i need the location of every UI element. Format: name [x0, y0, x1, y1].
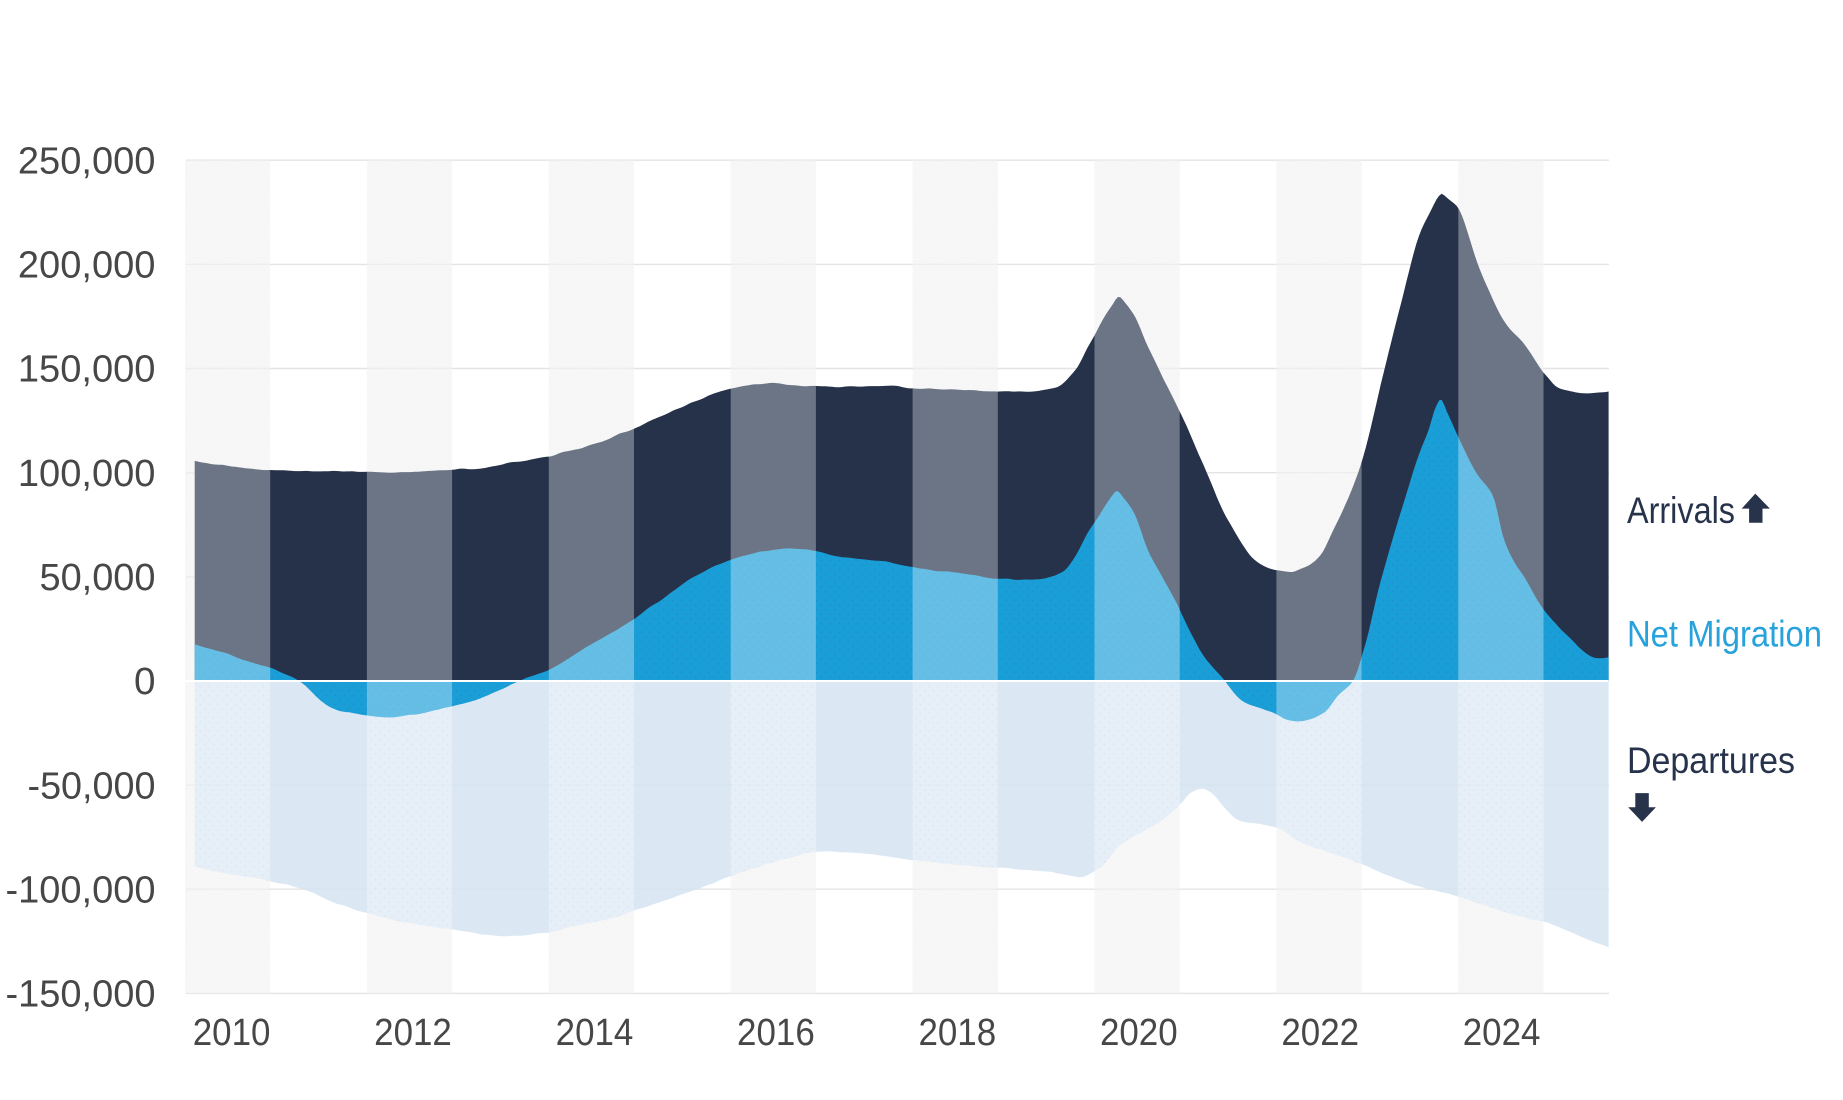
svg-text:0: 0 — [134, 661, 156, 703]
svg-text:2016: 2016 — [737, 1012, 815, 1054]
svg-text:2018: 2018 — [918, 1012, 996, 1054]
svg-text:250,000: 250,000 — [18, 140, 156, 182]
svg-text:2014: 2014 — [556, 1012, 634, 1054]
svg-text:-150,000: -150,000 — [6, 974, 156, 1016]
svg-text:2022: 2022 — [1281, 1012, 1359, 1054]
svg-text:150,000: 150,000 — [18, 349, 156, 391]
svg-text:Departures: Departures — [1627, 740, 1795, 781]
svg-text:2012: 2012 — [374, 1012, 452, 1054]
svg-text:50,000: 50,000 — [40, 557, 156, 599]
svg-text:2024: 2024 — [1463, 1012, 1541, 1054]
svg-text:2010: 2010 — [193, 1012, 271, 1054]
svg-text:-50,000: -50,000 — [28, 765, 156, 807]
svg-text:-100,000: -100,000 — [6, 870, 156, 912]
svg-text:200,000: 200,000 — [18, 245, 156, 287]
svg-text:Arrivals: Arrivals — [1627, 490, 1735, 531]
svg-text:100,000: 100,000 — [18, 453, 156, 495]
svg-text:Net Migration: Net Migration — [1627, 614, 1822, 655]
svg-text:2020: 2020 — [1100, 1012, 1178, 1054]
